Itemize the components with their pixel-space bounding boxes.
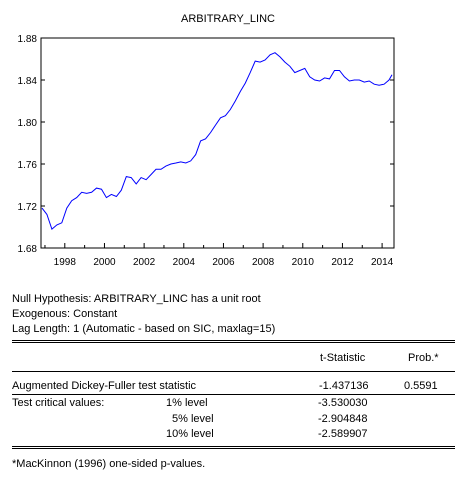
x-tick-label: 2008 bbox=[252, 257, 275, 268]
adf-label: Augmented Dickey-Fuller test statistic bbox=[12, 380, 197, 392]
crit-1-value: -3.530030 bbox=[318, 397, 368, 409]
x-tick-label: 1998 bbox=[54, 257, 77, 268]
y-tick-label: 1.76 bbox=[18, 160, 38, 171]
x-tick-label: 2010 bbox=[292, 257, 315, 268]
lag-length: Lag Length: 1 (Automatic - based on SIC,… bbox=[12, 323, 276, 335]
x-tick-label: 2012 bbox=[331, 257, 354, 268]
y-tick-label: 1.72 bbox=[18, 202, 38, 213]
chart-title: ARBITRARY_LINC bbox=[181, 13, 275, 25]
x-tick-label: 2004 bbox=[173, 257, 196, 268]
series-line bbox=[41, 52, 393, 230]
x-tick-label: 2000 bbox=[93, 257, 116, 268]
adf-prob: 0.5591 bbox=[404, 380, 438, 392]
col-header-tstatistic: t-Statistic bbox=[320, 352, 366, 364]
adf-rule bbox=[12, 394, 455, 395]
plot-frame bbox=[40, 37, 395, 249]
crit-5-value: -2.904848 bbox=[318, 413, 368, 425]
y-tick-label: 1.80 bbox=[18, 118, 38, 129]
crit-1-label: 1% level bbox=[166, 397, 208, 409]
x-tick-label: 2006 bbox=[212, 257, 235, 268]
crit-10-value: -2.589907 bbox=[318, 428, 368, 440]
x-tick-label: 2002 bbox=[133, 257, 156, 268]
y-tick-label: 1.88 bbox=[18, 34, 38, 45]
table-top-rule bbox=[12, 340, 455, 341]
col-header-prob: Prob.* bbox=[408, 352, 439, 364]
x-tick-label: 2014 bbox=[371, 257, 394, 268]
y-tick-label: 1.84 bbox=[18, 76, 38, 87]
table-top-rule-2 bbox=[12, 342, 455, 343]
table-bottom-rule bbox=[12, 446, 455, 447]
critical-values-label: Test critical values: bbox=[12, 397, 105, 409]
crit-5-label: 5% level bbox=[172, 413, 214, 425]
header-rule bbox=[12, 371, 455, 372]
unit-root-line-chart: ARBITRARY_LINC 1.681.721.761.801.841.88 … bbox=[18, 13, 395, 268]
crit-10-label: 10% level bbox=[166, 428, 214, 440]
null-hypothesis: Null Hypothesis: ARBITRARY_LINC has a un… bbox=[12, 293, 261, 305]
exogenous: Exogenous: Constant bbox=[12, 308, 118, 320]
table-bottom-rule-2 bbox=[12, 448, 455, 449]
y-tick-label: 1.68 bbox=[18, 244, 38, 255]
adf-tstat: -1.437136 bbox=[319, 380, 369, 392]
footnote: *MacKinnon (1996) one-sided p-values. bbox=[12, 458, 206, 470]
